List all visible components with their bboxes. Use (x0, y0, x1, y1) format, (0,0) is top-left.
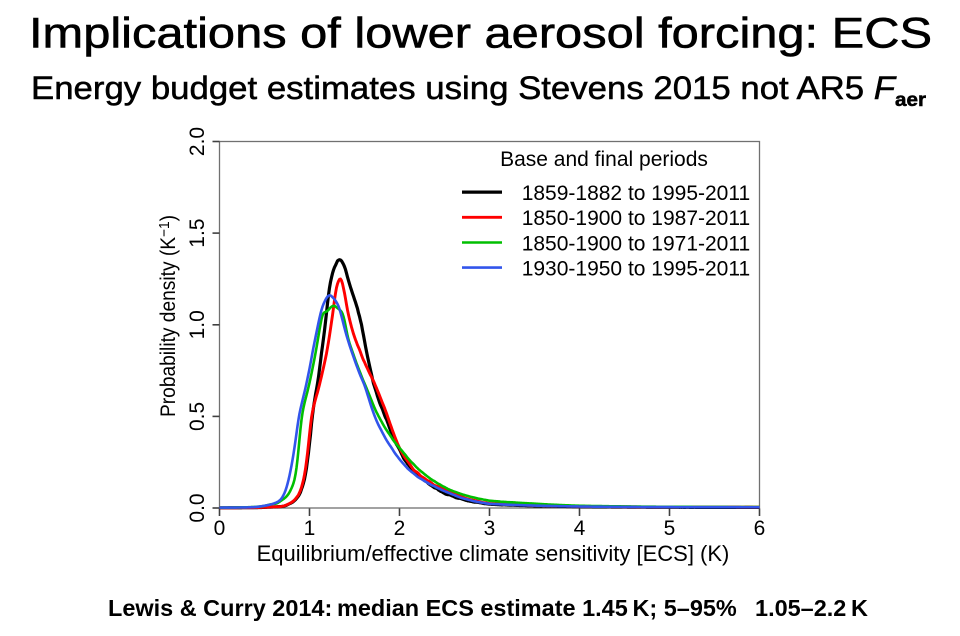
svg-text:Lewis & Curry 2014: median ECS: Lewis & Curry 2014: median ECS estimate … (108, 595, 868, 621)
svg-text:Implications of lower aerosol: Implications of lower aerosol forcing: E… (29, 10, 932, 58)
svg-text:0.0: 0.0 (186, 493, 209, 522)
svg-text:Equilibrium/effective climate: Equilibrium/effective climate sensitivit… (257, 541, 730, 566)
svg-text:1850-1900 to 1987-2011: 1850-1900 to 1987-2011 (522, 207, 750, 230)
svg-text:5: 5 (664, 517, 676, 540)
svg-text:0: 0 (214, 517, 226, 540)
svg-text:1859-1882 to 1995-2011: 1859-1882 to 1995-2011 (522, 182, 750, 205)
svg-text:2.0: 2.0 (186, 127, 209, 156)
svg-text:1930-1950 to 1995-2011: 1930-1950 to 1995-2011 (522, 258, 750, 281)
svg-text:1850-1900 to 1971-2011: 1850-1900 to 1971-2011 (522, 232, 750, 255)
svg-text:Probability density (K−1): Probability density (K−1) (156, 215, 180, 417)
svg-text:1.0: 1.0 (186, 310, 209, 339)
svg-text:1: 1 (304, 517, 316, 540)
svg-text:3: 3 (484, 517, 496, 540)
svg-text:Energy budget estimates using: Energy budget estimates using Stevens 20… (31, 70, 927, 111)
svg-text:4: 4 (574, 517, 586, 540)
svg-text:1.5: 1.5 (186, 218, 209, 247)
svg-text:2: 2 (394, 517, 406, 540)
svg-text:0.5: 0.5 (186, 402, 209, 431)
svg-text:Base and final periods: Base and final periods (500, 148, 708, 171)
svg-text:6: 6 (754, 517, 766, 540)
